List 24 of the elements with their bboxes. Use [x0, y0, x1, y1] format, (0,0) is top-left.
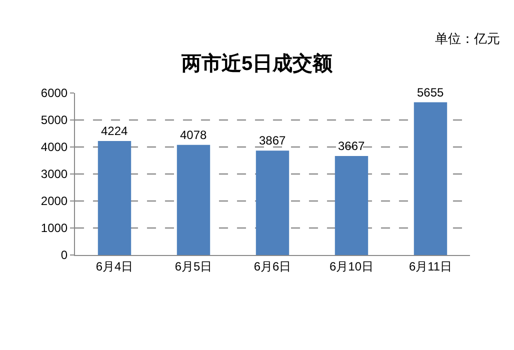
- x-tick-label: 6月6日: [254, 259, 292, 274]
- x-tick-label: 6月5日: [174, 259, 212, 274]
- bar: [176, 144, 210, 255]
- bar: [334, 156, 368, 255]
- text: 单位：亿元: [435, 31, 500, 46]
- y-tick-label: 5000: [40, 113, 68, 128]
- y-tick-label: 2000: [40, 194, 68, 208]
- x-tick-label: 6月4日: [96, 259, 134, 274]
- y-tick-label: 3000: [40, 167, 68, 182]
- data-label: 4078: [180, 128, 208, 142]
- chart-title: 两市近5日成交额: [180, 52, 334, 75]
- bar: [256, 150, 290, 255]
- y-tick-label: 6000: [40, 86, 68, 100]
- y-tick-label: 4000: [40, 140, 68, 154]
- data-label: 4224: [100, 124, 128, 138]
- bar: [98, 140, 132, 255]
- bar: [414, 102, 448, 255]
- data-label: 5655: [416, 85, 444, 100]
- y-tick-label: 0: [60, 248, 68, 262]
- data-label: 3667: [338, 138, 366, 153]
- x-tick-label: 6月11日: [408, 259, 452, 274]
- x-tick-label: 6月10日: [329, 259, 374, 274]
- y-tick-label: 1000: [40, 221, 68, 236]
- data-label: 3867: [258, 134, 286, 148]
